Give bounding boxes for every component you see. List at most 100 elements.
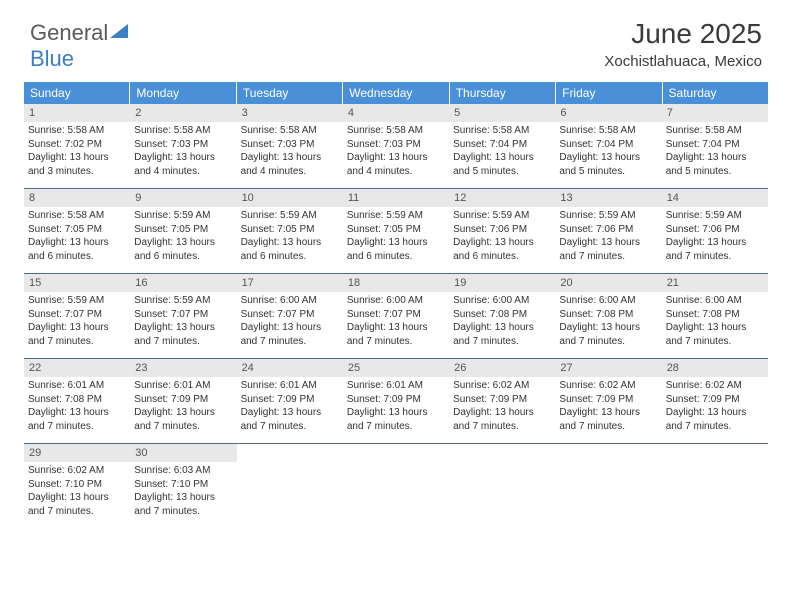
day-number: 17 bbox=[237, 274, 343, 292]
week-row: 8Sunrise: 5:58 AMSunset: 7:05 PMDaylight… bbox=[24, 188, 768, 267]
day-info: Sunrise: 6:02 AMSunset: 7:09 PMDaylight:… bbox=[555, 379, 661, 433]
day-info: Sunrise: 5:59 AMSunset: 7:05 PMDaylight:… bbox=[130, 209, 236, 263]
day-cell: 9 Sunrise: 5:59 AMSunset: 7:05 PMDaylight… bbox=[130, 189, 236, 267]
day-cell: 19Sunrise: 6:00 AMSunset: 7:08 PMDayligh… bbox=[449, 274, 555, 352]
day-cell: 4 Sunrise: 5:58 AMSunset: 7:03 PMDaylight… bbox=[343, 104, 449, 182]
day-number: 24 bbox=[237, 359, 343, 377]
day-cell: 6Sunrise: 5:58 AMSunset: 7:04 PMDaylight… bbox=[555, 104, 661, 182]
day-number: 21 bbox=[662, 274, 768, 292]
day-cell: 24 Sunrise: 6:01 AMSunset: 7:09 PMDayligh… bbox=[237, 359, 343, 437]
day-info: Sunrise: 5:58 AMSunset: 7:02 PMDaylight:… bbox=[24, 124, 130, 178]
dow-friday: Friday bbox=[556, 82, 662, 104]
day-info: Sunrise: 6:03 AMSunset: 7:10 PMDaylight:… bbox=[130, 464, 236, 518]
day-number: 4 bbox=[343, 104, 449, 122]
day-number: 28 bbox=[662, 359, 768, 377]
day-info: Sunrise: 5:59 AMSunset: 7:05 PMDaylight:… bbox=[237, 209, 343, 263]
day-cell: 13 Sunrise: 5:59 AMSunset: 7:06 PMDayligh… bbox=[555, 189, 661, 267]
day-cell: 2 Sunrise: 5:58 AMSunset: 7:03 PMDaylight… bbox=[130, 104, 236, 182]
dow-saturday: Saturday bbox=[663, 82, 768, 104]
dow-sunday: Sunday bbox=[24, 82, 130, 104]
day-cell: 12Sunrise: 5:59 AMSunset: 7:06 PMDayligh… bbox=[449, 189, 555, 267]
weeks-container: 1 Sunrise: 5:58 AMSunset: 7:02 PMDaylight… bbox=[24, 104, 768, 522]
day-info: Sunrise: 6:01 AMSunset: 7:08 PMDaylight:… bbox=[24, 379, 130, 433]
day-number: 3 bbox=[237, 104, 343, 122]
day-number: 22 bbox=[24, 359, 130, 377]
day-cell: 21Sunrise: 6:00 AMSunset: 7:08 PMDayligh… bbox=[662, 274, 768, 352]
dow-tuesday: Tuesday bbox=[237, 82, 343, 104]
dow-row: Sunday Monday Tuesday Wednesday Thursday… bbox=[24, 82, 768, 104]
day-info: Sunrise: 5:58 AMSunset: 7:03 PMDaylight:… bbox=[130, 124, 236, 178]
day-info: Sunrise: 5:59 AMSunset: 7:07 PMDaylight:… bbox=[130, 294, 236, 348]
calendar: Sunday Monday Tuesday Wednesday Thursday… bbox=[24, 82, 768, 522]
day-info: Sunrise: 6:02 AMSunset: 7:10 PMDaylight:… bbox=[24, 464, 130, 518]
day-cell: 25 Sunrise: 6:01 AMSunset: 7:09 PMDayligh… bbox=[343, 359, 449, 437]
day-info: Sunrise: 6:00 AMSunset: 7:07 PMDaylight:… bbox=[237, 294, 343, 348]
day-info: Sunrise: 5:59 AMSunset: 7:07 PMDaylight:… bbox=[24, 294, 130, 348]
day-number: 18 bbox=[343, 274, 449, 292]
day-info: Sunrise: 6:00 AMSunset: 7:08 PMDaylight:… bbox=[555, 294, 661, 348]
day-number: 26 bbox=[449, 359, 555, 377]
day-cell: 15 Sunrise: 5:59 AMSunset: 7:07 PMDayligh… bbox=[24, 274, 130, 352]
day-info: Sunrise: 5:59 AMSunset: 7:06 PMDaylight:… bbox=[555, 209, 661, 263]
day-cell: 29 Sunrise: 6:02 AMSunset: 7:10 PMDayligh… bbox=[24, 444, 130, 522]
day-number: 30 bbox=[130, 444, 236, 462]
day-info: Sunrise: 5:58 AMSunset: 7:03 PMDaylight:… bbox=[237, 124, 343, 178]
day-info: Sunrise: 5:59 AMSunset: 7:06 PMDaylight:… bbox=[662, 209, 768, 263]
logo-text-1: General bbox=[30, 20, 108, 45]
day-cell: 11 Sunrise: 5:59 AMSunset: 7:05 PMDayligh… bbox=[343, 189, 449, 267]
day-info: Sunrise: 6:01 AMSunset: 7:09 PMDaylight:… bbox=[130, 379, 236, 433]
logo-triangle-icon bbox=[110, 24, 128, 38]
day-info: Sunrise: 6:02 AMSunset: 7:09 PMDaylight:… bbox=[662, 379, 768, 433]
day-number: 27 bbox=[555, 359, 661, 377]
dow-thursday: Thursday bbox=[450, 82, 556, 104]
day-info: Sunrise: 6:02 AMSunset: 7:09 PMDaylight:… bbox=[449, 379, 555, 433]
day-cell: 17 Sunrise: 6:00 AMSunset: 7:07 PMDayligh… bbox=[237, 274, 343, 352]
day-info: Sunrise: 5:59 AMSunset: 7:06 PMDaylight:… bbox=[449, 209, 555, 263]
page-title: June 2025 bbox=[604, 18, 762, 50]
day-number: 25 bbox=[343, 359, 449, 377]
day-cell: 5 Sunrise: 5:58 AMSunset: 7:04 PMDaylight… bbox=[449, 104, 555, 182]
logo-text-2: Blue bbox=[30, 46, 74, 71]
day-number: 23 bbox=[130, 359, 236, 377]
day-cell: 8Sunrise: 5:58 AMSunset: 7:05 PMDaylight… bbox=[24, 189, 130, 267]
week-row: 22 Sunrise: 6:01 AMSunset: 7:08 PMDayligh… bbox=[24, 358, 768, 437]
day-number: 8 bbox=[24, 189, 130, 207]
day-number: 29 bbox=[24, 444, 130, 462]
day-cell: 1 Sunrise: 5:58 AMSunset: 7:02 PMDaylight… bbox=[24, 104, 130, 182]
day-info: Sunrise: 5:58 AMSunset: 7:04 PMDaylight:… bbox=[449, 124, 555, 178]
day-info: Sunrise: 6:01 AMSunset: 7:09 PMDaylight:… bbox=[237, 379, 343, 433]
day-info: Sunrise: 6:01 AMSunset: 7:09 PMDaylight:… bbox=[343, 379, 449, 433]
day-number: 7 bbox=[662, 104, 768, 122]
day-cell: 28 Sunrise: 6:02 AMSunset: 7:09 PMDayligh… bbox=[662, 359, 768, 437]
day-info: Sunrise: 6:00 AMSunset: 7:08 PMDaylight:… bbox=[449, 294, 555, 348]
location: Xochistlahuaca, Mexico bbox=[604, 53, 762, 70]
day-number: 10 bbox=[237, 189, 343, 207]
day-number: 14 bbox=[662, 189, 768, 207]
day-number: 6 bbox=[555, 104, 661, 122]
day-cell: 7 Sunrise: 5:58 AMSunset: 7:04 PMDaylight… bbox=[662, 104, 768, 182]
week-row: 15Sunrise: 5:59 AMSunset: 7:07 PMDayligh… bbox=[24, 273, 768, 352]
day-info: Sunrise: 6:00 AMSunset: 7:07 PMDaylight:… bbox=[343, 294, 449, 348]
day-number: 11 bbox=[343, 189, 449, 207]
dow-wednesday: Wednesday bbox=[343, 82, 449, 104]
day-info: Sunrise: 5:59 AMSunset: 7:05 PMDaylight:… bbox=[343, 209, 449, 263]
day-cell: 3 Sunrise: 5:58 AMSunset: 7:03 PMDaylight… bbox=[237, 104, 343, 182]
title-block: June 2025 Xochistlahuaca, Mexico bbox=[604, 18, 762, 70]
day-number: 9 bbox=[130, 189, 236, 207]
day-cell: 22 Sunrise: 6:01 AMSunset: 7:08 PMDayligh… bbox=[24, 359, 130, 437]
day-number: 5 bbox=[449, 104, 555, 122]
day-cell: 16Sunrise: 5:59 AMSunset: 7:07 PMDayligh… bbox=[130, 274, 236, 352]
day-number: 13 bbox=[555, 189, 661, 207]
day-number: 2 bbox=[130, 104, 236, 122]
dow-monday: Monday bbox=[130, 82, 236, 104]
day-info: Sunrise: 5:58 AMSunset: 7:04 PMDaylight:… bbox=[662, 124, 768, 178]
day-cell: 18 Sunrise: 6:00 AMSunset: 7:07 PMDayligh… bbox=[343, 274, 449, 352]
day-cell: 20Sunrise: 6:00 AMSunset: 7:08 PMDayligh… bbox=[555, 274, 661, 352]
day-number: 1 bbox=[24, 104, 130, 122]
day-info: Sunrise: 5:58 AMSunset: 7:03 PMDaylight:… bbox=[343, 124, 449, 178]
week-row: 29 Sunrise: 6:02 AMSunset: 7:10 PMDayligh… bbox=[24, 443, 768, 522]
day-cell: 14 Sunrise: 5:59 AMSunset: 7:06 PMDayligh… bbox=[662, 189, 768, 267]
week-row: 1 Sunrise: 5:58 AMSunset: 7:02 PMDaylight… bbox=[24, 104, 768, 182]
day-number: 15 bbox=[24, 274, 130, 292]
day-cell: 30 Sunrise: 6:03 AMSunset: 7:10 PMDayligh… bbox=[130, 444, 236, 522]
